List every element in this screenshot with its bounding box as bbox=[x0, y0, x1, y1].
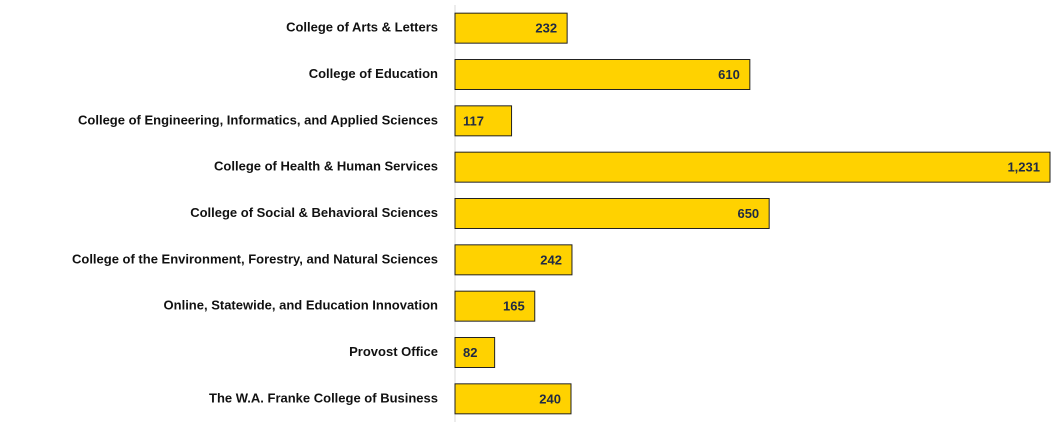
value-label: 240 bbox=[539, 391, 561, 406]
bar bbox=[454, 383, 572, 415]
category-label: The W.A. Franke College of Business bbox=[209, 390, 438, 405]
category-label: College of Health & Human Services bbox=[214, 159, 438, 174]
value-label: 82 bbox=[463, 345, 477, 360]
value-label: 650 bbox=[737, 206, 759, 221]
bar bbox=[454, 244, 573, 276]
category-label: College of the Environment, Forestry, an… bbox=[72, 251, 438, 266]
category-label: College of Arts & Letters bbox=[286, 20, 438, 35]
category-label: College of Education bbox=[309, 66, 438, 81]
bar bbox=[454, 198, 770, 229]
category-label: College of Engineering, Informatics, and… bbox=[78, 112, 438, 127]
value-label: 232 bbox=[535, 21, 557, 36]
value-label: 1,231 bbox=[1007, 160, 1040, 175]
value-label: 242 bbox=[540, 252, 562, 267]
category-label: Provost Office bbox=[349, 344, 438, 359]
bar bbox=[454, 12, 568, 44]
category-label: College of Social & Behavioral Sciences bbox=[190, 205, 438, 220]
bar bbox=[454, 290, 536, 322]
category-label: Online, Statewide, and Education Innovat… bbox=[164, 298, 439, 313]
value-label: 610 bbox=[718, 67, 740, 82]
bar bbox=[454, 337, 496, 368]
bar bbox=[454, 151, 1051, 183]
bar bbox=[454, 59, 751, 90]
value-label: 165 bbox=[503, 299, 525, 314]
bar bbox=[454, 105, 513, 137]
value-label: 117 bbox=[463, 113, 484, 128]
